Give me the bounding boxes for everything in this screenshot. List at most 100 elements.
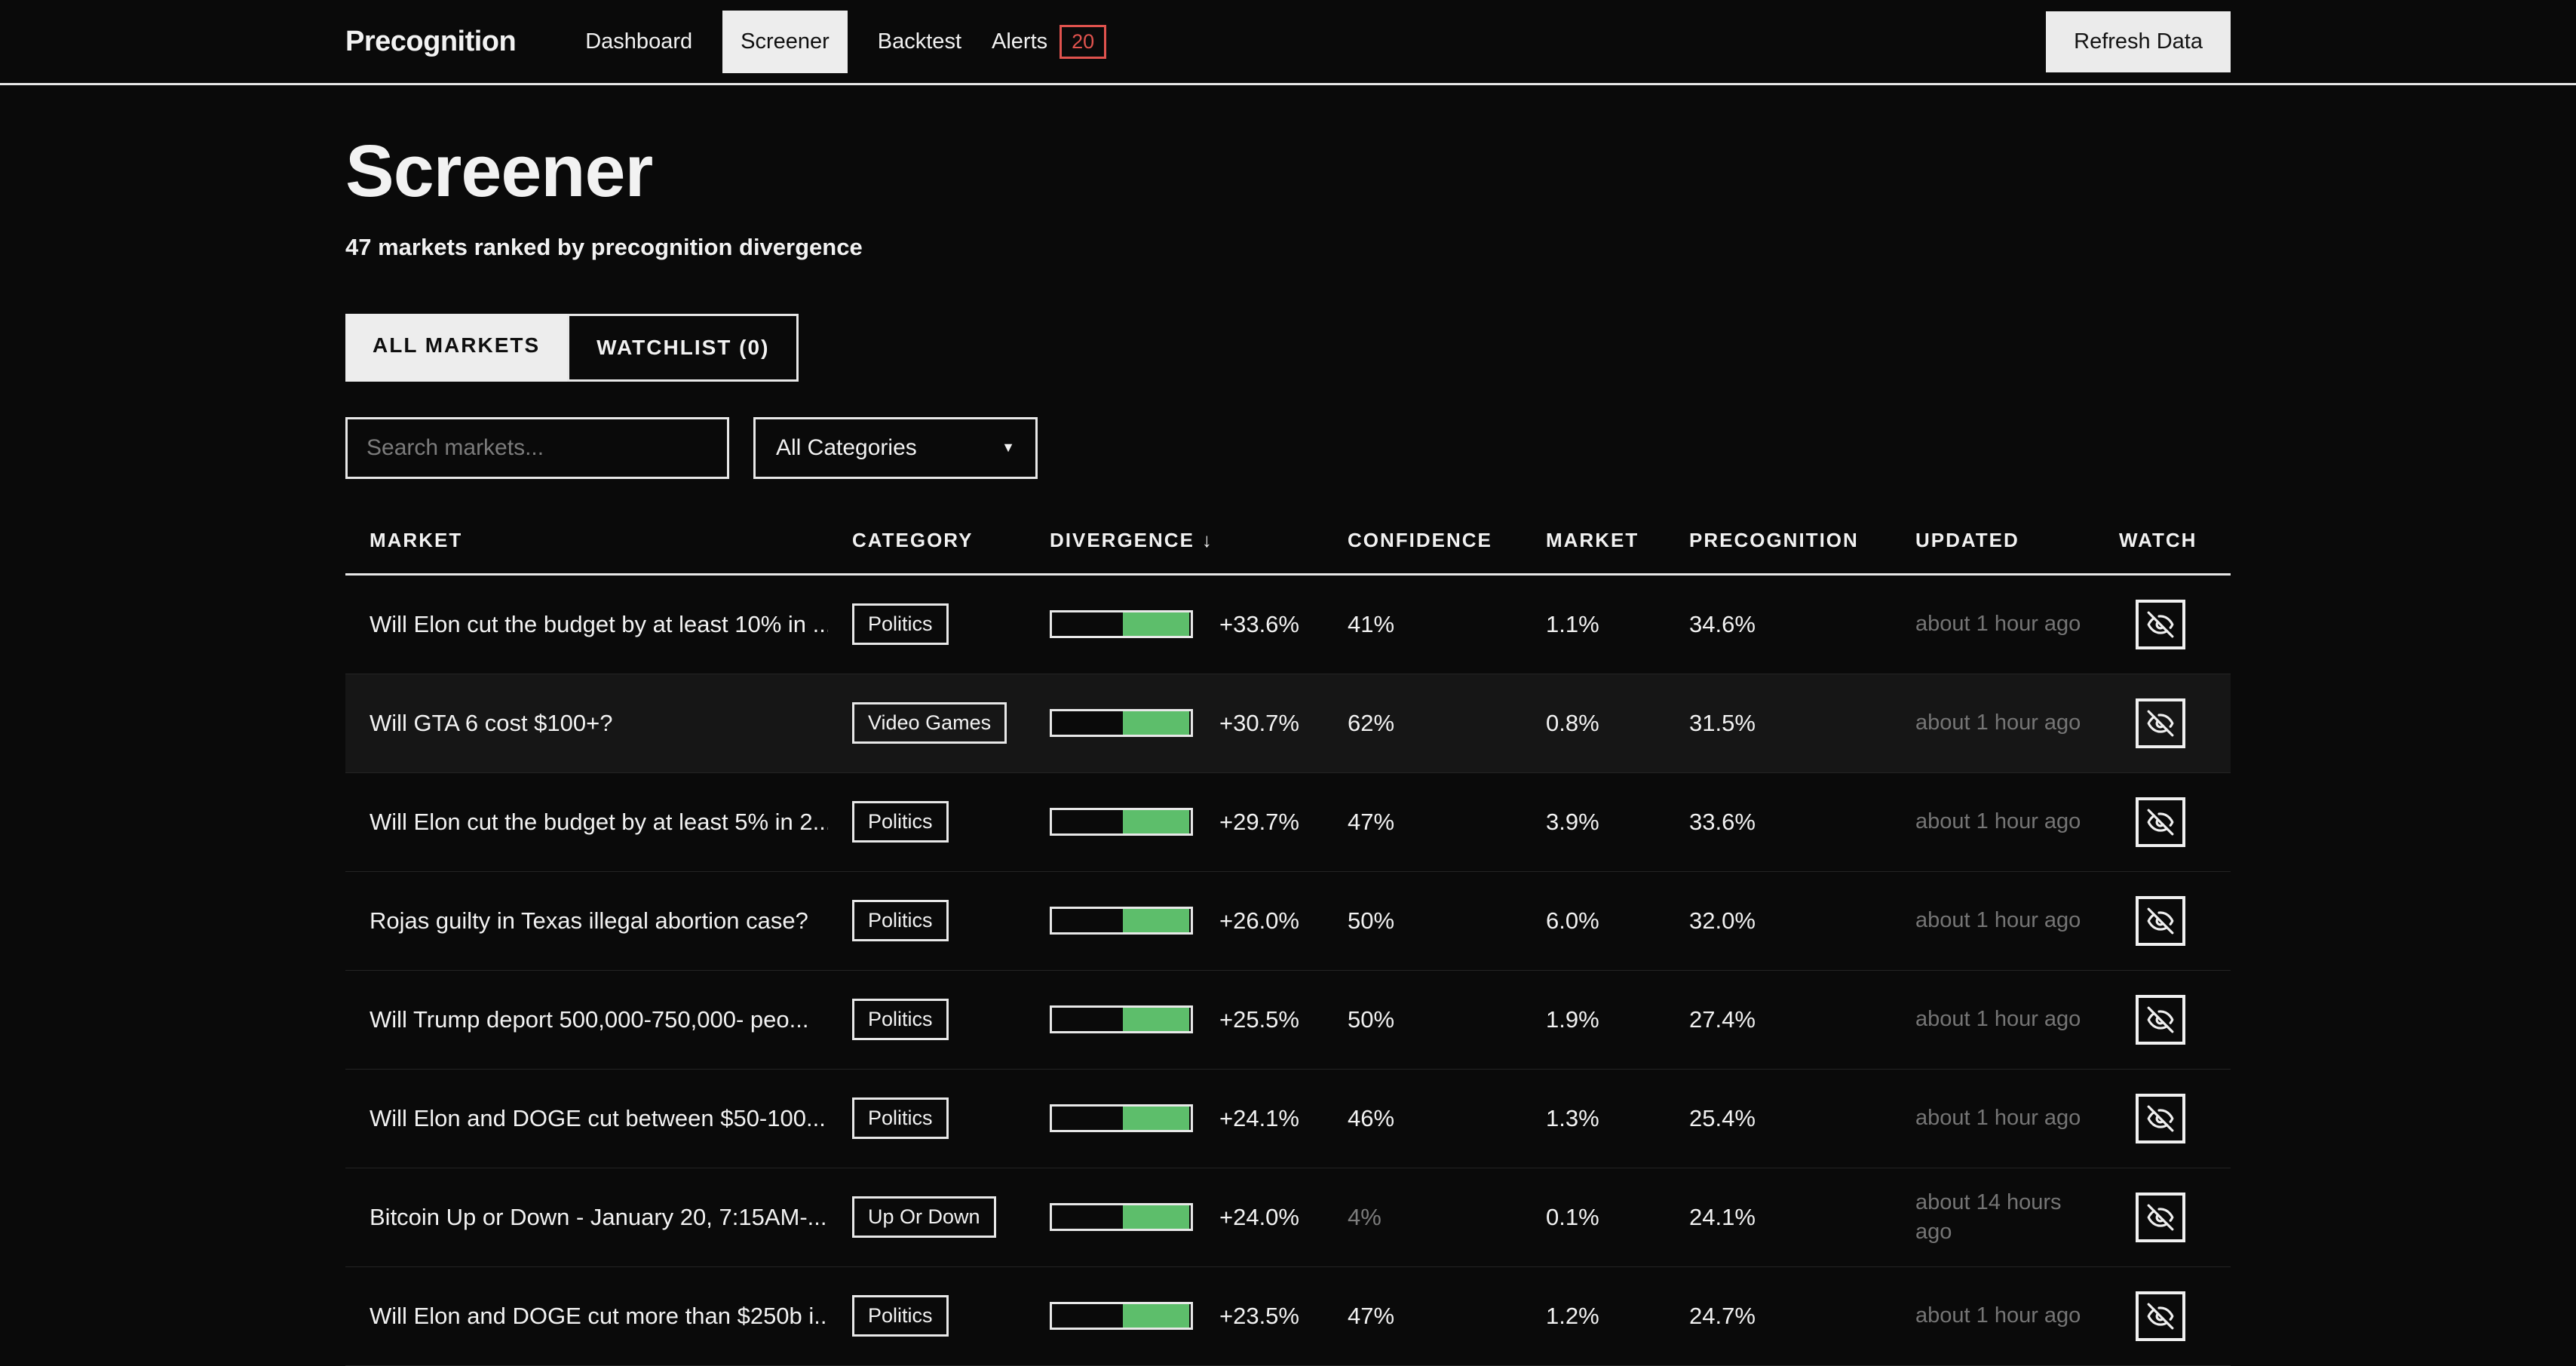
table-row[interactable]: Will Elon cut the budget by at least 5% …: [345, 773, 2231, 872]
category-badge: Politics: [852, 801, 949, 843]
precognition-value: 32.0%: [1689, 907, 1756, 934]
table-row[interactable]: Will Trump deport 500,000-750,000- peo..…: [345, 971, 2231, 1070]
nav-item-dashboard[interactable]: Dashboard: [585, 29, 693, 54]
category-cell: Politics: [828, 900, 1026, 942]
watch-toggle-button[interactable]: [2136, 1192, 2185, 1242]
table-row[interactable]: Will Elon and DOGE cut more than $250b i…: [345, 1267, 2231, 1366]
column-header-divergence[interactable]: DIVERGENCE ↓: [1026, 529, 1323, 552]
updated-timestamp: about 1 hour ago: [1915, 711, 2081, 735]
filters-row: All Categories ▼: [345, 416, 2231, 479]
divergence-bar-fill: [1123, 1304, 1190, 1328]
divergence-value: +26.0%: [1219, 907, 1299, 934]
category-cell: Politics: [828, 999, 1026, 1041]
divergence-cell: +29.7%: [1026, 808, 1323, 836]
chevron-down-icon: ▼: [1001, 440, 1015, 456]
updated-cell: about 1 hour ago: [1891, 708, 2095, 738]
divergence-bar-fill: [1123, 1107, 1190, 1131]
column-header-category[interactable]: CATEGORY: [852, 528, 974, 551]
eye-off-icon: [2147, 710, 2174, 737]
updated-timestamp: about 1 hour ago: [1915, 1303, 2081, 1328]
watch-toggle-button[interactable]: [2136, 994, 2185, 1045]
divergence-bar: [1050, 1302, 1193, 1331]
market-price-value: 1.3%: [1546, 1104, 1599, 1131]
watch-toggle-button[interactable]: [2136, 599, 2185, 649]
nav-item-screener[interactable]: Screener: [722, 10, 848, 73]
category-select-value: All Categories: [776, 434, 917, 460]
watch-toggle-button[interactable]: [2136, 1093, 2185, 1143]
watch-toggle-button[interactable]: [2136, 895, 2185, 946]
divergence-cell: +30.7%: [1026, 709, 1323, 738]
divergence-bar-fill: [1123, 1008, 1190, 1032]
category-cell: Politics: [828, 1295, 1026, 1337]
market-price-value: 0.1%: [1546, 1203, 1599, 1230]
column-header-updated[interactable]: UPDATED: [1915, 528, 2019, 551]
divergence-value: +23.5%: [1219, 1302, 1299, 1329]
category-badge: Politics: [852, 1097, 949, 1140]
market-price-value: 1.2%: [1546, 1302, 1599, 1329]
column-header-watch: WATCH: [2119, 528, 2197, 551]
category-select[interactable]: All Categories ▼: [753, 416, 1038, 479]
divergence-bar-fill: [1123, 1205, 1190, 1229]
category-cell: Up Or Down: [828, 1196, 1026, 1239]
divergence-bar: [1050, 1203, 1193, 1232]
column-header-precognition[interactable]: PRECOGNITION: [1689, 528, 1859, 551]
watch-cell: [2095, 698, 2231, 748]
refresh-data-button[interactable]: Refresh Data: [2046, 11, 2231, 72]
category-badge: Politics: [852, 1295, 949, 1337]
search-input[interactable]: [345, 416, 729, 479]
watch-cell: [2095, 895, 2231, 946]
confidence-value: 47%: [1348, 808, 1395, 835]
confidence-value: 62%: [1348, 709, 1395, 736]
divergence-bar-fill: [1123, 909, 1190, 933]
divergence-cell: +24.1%: [1026, 1104, 1323, 1133]
column-header-market-price[interactable]: MARKET: [1546, 528, 1639, 551]
table-body: Will Elon cut the budget by at least 10%…: [345, 576, 2231, 1366]
sort-desc-icon: ↓: [1201, 528, 1213, 551]
market-price-value: 0.8%: [1546, 709, 1599, 736]
nav-item-alerts-label: Alerts: [992, 29, 1048, 54]
table-header-row: MARKET CATEGORY DIVERGENCE ↓ CONFIDENCE M…: [345, 514, 2231, 576]
column-header-divergence-label: DIVERGENCE: [1050, 528, 1194, 551]
eye-off-icon: [2147, 1105, 2174, 1132]
table-row[interactable]: Bitcoin Up or Down - January 20, 7:15AM-…: [345, 1168, 2231, 1267]
divergence-bar-fill: [1123, 612, 1190, 637]
column-header-confidence[interactable]: CONFIDENCE: [1348, 528, 1492, 551]
page-title: Screener: [345, 130, 653, 212]
watch-cell: [2095, 994, 2231, 1045]
eye-off-icon: [2147, 1204, 2174, 1231]
watch-toggle-button[interactable]: [2136, 1291, 2185, 1341]
nav-item-alerts[interactable]: Alerts 20: [992, 24, 1107, 59]
tab-all-markets[interactable]: ALL MARKETS: [345, 313, 568, 382]
market-tabs: ALL MARKETS WATCHLIST (0): [345, 313, 799, 382]
table-row[interactable]: Will GTA 6 cost $100+? Video Games +30.7…: [345, 674, 2231, 773]
screener-page: Screener 47 markets ranked by precogniti…: [0, 130, 2576, 1366]
divergence-bar: [1050, 808, 1193, 836]
nav-item-backtest[interactable]: Backtest: [877, 29, 961, 54]
updated-timestamp: about 14 hours ago: [1915, 1189, 2062, 1244]
watch-toggle-button[interactable]: [2136, 698, 2185, 748]
eye-off-icon: [2147, 907, 2174, 935]
market-name: Will Trump deport 500,000-750,000- peo..…: [370, 1005, 809, 1033]
market-name: Bitcoin Up or Down - January 20, 7:15AM-…: [370, 1203, 827, 1230]
updated-cell: about 1 hour ago: [1891, 1104, 2095, 1133]
tab-watchlist[interactable]: WATCHLIST (0): [567, 313, 799, 382]
category-badge: Up Or Down: [852, 1196, 996, 1239]
watch-toggle-button[interactable]: [2136, 797, 2185, 847]
app-header: Precognition Dashboard Screener Backtest…: [0, 0, 2576, 85]
column-header-market[interactable]: MARKET: [370, 528, 463, 551]
updated-cell: about 1 hour ago: [1891, 906, 2095, 935]
table-row[interactable]: Will Elon cut the budget by at least 10%…: [345, 576, 2231, 674]
updated-cell: about 1 hour ago: [1891, 807, 2095, 836]
table-row[interactable]: Will Elon and DOGE cut between $50-100..…: [345, 1070, 2231, 1168]
divergence-bar-fill: [1123, 810, 1190, 834]
watch-cell: [2095, 599, 2231, 649]
updated-cell: about 14 hours ago: [1891, 1188, 2095, 1247]
divergence-cell: +25.5%: [1026, 1005, 1323, 1034]
table-row[interactable]: Rojas guilty in Texas illegal abortion c…: [345, 872, 2231, 971]
market-price-value: 1.9%: [1546, 1005, 1599, 1033]
confidence-value: 46%: [1348, 1104, 1395, 1131]
category-cell: Politics: [828, 603, 1026, 646]
eye-off-icon: [2147, 809, 2174, 836]
precognition-value: 25.4%: [1689, 1104, 1756, 1131]
divergence-bar: [1050, 907, 1193, 935]
